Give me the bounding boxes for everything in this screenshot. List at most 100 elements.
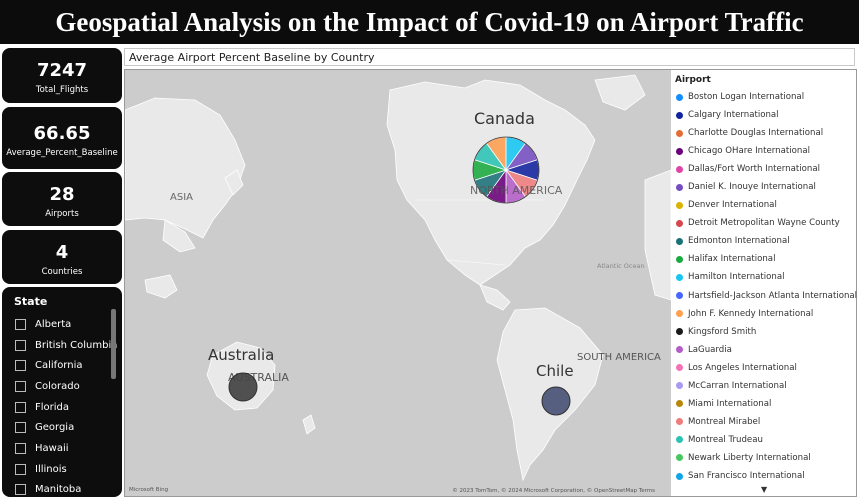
slicer-item-colorado[interactable]: Colorado [15,376,122,397]
map-canvas[interactable]: ASIA AUSTRALIA SOUTH AMERICA Atlantic Oc… [125,70,671,496]
legend-item-label: Edmonton International [688,236,790,247]
kpi-card-average-percent-baseline: 66.65 Average_Percent_Baseline [2,107,122,169]
legend-item-label: Newark Liberty International [688,452,811,463]
slicer-item-label: Florida [35,401,70,413]
bubble-chile[interactable] [541,386,571,416]
slicer-item-hawaii[interactable]: Hawaii [15,438,122,459]
checkbox[interactable] [15,318,26,330]
slicer-item-label: Illinois [35,463,67,475]
country-label-chile: Chile [536,362,574,380]
legend-item[interactable]: Montreal Trudeau [673,431,857,449]
region-label-asia: ASIA [170,192,193,203]
slicer-item-label: British Columbia [35,339,118,351]
checkbox[interactable] [15,339,26,351]
legend-items: Boston Logan International Calgary Intern… [673,88,857,485]
new-zealand-landmass [302,414,316,435]
legend-item[interactable]: Charlotte Douglas International [673,124,857,142]
map-visual-frame [124,69,857,497]
slicer-item-label: Alberta [35,318,72,330]
legend-item[interactable]: Newark Liberty International [673,449,857,467]
kpi-card-total-flights: 7247 Total_Flights [2,48,122,103]
legend-item[interactable]: LaGuardia [673,341,857,359]
dashboard-header: Geospatial Analysis on the Impact of Cov… [0,0,859,44]
checkbox[interactable] [15,442,26,454]
slicer-item-manitoba[interactable]: Manitoba [15,480,122,498]
slicer-item-alberta[interactable]: Alberta [15,314,122,335]
legend-item-label: Boston Logan International [688,92,805,103]
legend-item[interactable]: Edmonton International [673,232,857,250]
legend-scroll-down-icon[interactable]: ▼ [761,485,768,494]
legend-color-swatch [676,201,683,209]
legend-color-swatch [676,400,683,408]
legend-item[interactable]: Halifax International [673,250,857,268]
legend-item[interactable]: Denver International [673,196,857,214]
legend-color-swatch [676,346,683,354]
kpi-label: Average_Percent_Baseline [6,148,118,158]
legend-color-swatch [676,237,683,245]
kpi-label: Total_Flights [35,85,89,95]
legend-item-label: Charlotte Douglas International [688,128,824,139]
legend-item[interactable]: San Francisco International [673,467,857,485]
legend-item[interactable]: Hamilton International [673,268,857,286]
legend-color-swatch [676,418,683,426]
legend-color-swatch [676,183,683,191]
legend-color-swatch [676,147,683,155]
legend-item-label: LaGuardia [688,344,732,355]
kpi-value: 28 [49,184,75,205]
legend-item[interactable]: Detroit Metropolitan Wayne County [673,214,857,232]
checkbox[interactable] [15,422,26,434]
legend-item[interactable]: Montreal Mirabel [673,413,857,431]
legend-color-swatch [676,273,683,281]
legend-item[interactable]: Calgary International [673,106,857,124]
legend-item[interactable]: Boston Logan International [673,88,857,106]
legend-item[interactable]: McCarran International [673,377,857,395]
slicer-item-label: Hawaii [35,442,69,454]
bubble-canada[interactable] [472,136,540,204]
checkbox[interactable] [15,463,26,475]
legend-item[interactable]: Dallas/Fort Worth International [673,160,857,178]
checkbox[interactable] [15,360,26,372]
checkbox[interactable] [15,380,26,392]
country-label-australia: Australia [208,346,274,364]
legend-item[interactable]: Miami International [673,395,857,413]
legend-item-label: Denver International [688,200,777,211]
slicer-item-label: Georgia [35,422,75,434]
indonesia-landmass [144,274,178,299]
region-label-south-america: SOUTH AMERICA [577,352,661,363]
kpi-card-countries: 4 Countries [2,230,122,284]
legend-item[interactable]: Los Angeles International [673,359,857,377]
checkbox[interactable] [15,484,26,496]
legend-item-label: San Francisco International [688,471,805,481]
legend-item[interactable]: John F. Kennedy International [673,305,857,323]
legend-color-swatch [676,310,683,318]
legend-item[interactable]: Chicago OHare International [673,142,857,160]
japan-landmass [224,169,244,196]
legend-color-swatch [676,472,683,480]
kpi-label: Countries [41,267,83,277]
canada-pie[interactable] [472,136,540,204]
slicer-item-florida[interactable]: Florida [15,397,122,418]
legend-item-label: Miami International [688,398,772,409]
bubble-australia[interactable] [228,372,258,402]
legend-item[interactable]: Kingsford Smith [673,323,857,341]
slicer-item-british-columbia[interactable]: British Columbia [15,335,122,356]
legend-item-label: Los Angeles International [688,362,797,373]
us-mexico-border [446,259,506,266]
legend-item-label: Montreal Trudeau [688,434,763,445]
checkbox[interactable] [15,401,26,413]
legend-item[interactable]: Hartsfield-Jackson Atlanta International [673,287,857,305]
slicer-scrollbar[interactable] [111,309,116,379]
legend-item-label: Halifax International [688,254,776,265]
map-copyright[interactable]: © 2023 TomTom, © 2024 Microsoft Corporat… [452,488,655,494]
slicer-item-california[interactable]: California [15,355,122,376]
legend-color-swatch [676,111,683,119]
kpi-value: 66.65 [33,123,91,144]
legend-item-label: Dallas/Fort Worth International [688,164,821,175]
slicer-item-georgia[interactable]: Georgia [15,417,122,438]
legend-item[interactable]: Daniel K. Inouye International [673,178,857,196]
borders [415,199,545,266]
pie-outline [472,136,540,204]
slicer-header: State [14,295,48,308]
slicer-item-illinois[interactable]: Illinois [15,459,122,480]
legend-item-label: Hartsfield-Jackson Atlanta International [688,290,857,301]
